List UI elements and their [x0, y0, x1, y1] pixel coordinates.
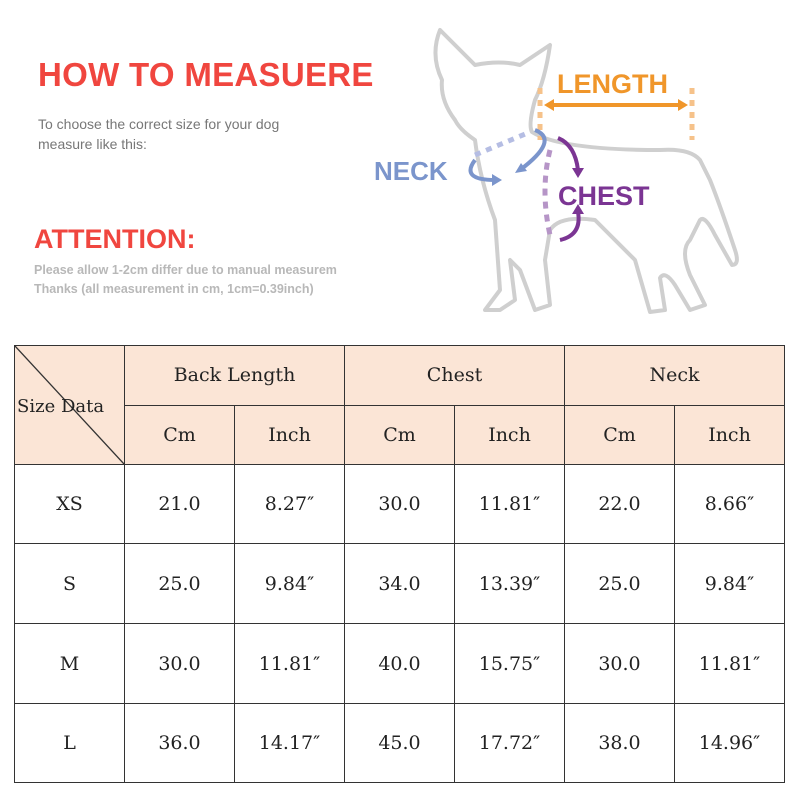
page-title: HOW TO MEASUERE — [38, 56, 374, 93]
unit-header: Inch — [234, 404, 345, 465]
size-cell: L — [14, 703, 125, 783]
value-cell: 30.0 — [344, 464, 455, 544]
group-header-back-length: Back Length — [124, 345, 345, 406]
neck-dotted-line — [474, 129, 531, 158]
value-cell: 30.0 — [124, 623, 235, 704]
neck-arrow — [468, 128, 547, 182]
value-cell: 38.0 — [564, 703, 675, 783]
chest-dotted-line — [542, 149, 553, 236]
unit-header: Cm — [124, 404, 235, 465]
group-header-neck: Neck — [564, 345, 785, 406]
value-cell: 34.0 — [344, 543, 455, 624]
chest-label: CHEST — [558, 181, 650, 211]
instructions-line-1: To choose the correct size for your dog — [38, 116, 280, 132]
table-row: XS 21.0 8.27″ 30.0 11.81″ 22.0 8.66″ — [14, 464, 785, 544]
value-cell: 25.0 — [564, 543, 675, 624]
value-cell: 11.81″ — [234, 623, 345, 704]
value-cell: 11.81″ — [454, 464, 565, 544]
neck-label: NECK — [374, 156, 448, 186]
size-cell: S — [14, 543, 125, 624]
table-row: L 36.0 14.17″ 45.0 17.72″ 38.0 14.96″ — [14, 703, 785, 783]
chest-arrow — [557, 136, 581, 242]
size-cell: XS — [14, 464, 125, 544]
corner-header: Size Data — [14, 345, 125, 465]
value-cell: 9.84″ — [674, 543, 785, 624]
value-cell: 40.0 — [344, 623, 455, 704]
value-cell: 14.17″ — [234, 703, 345, 783]
value-cell: 8.66″ — [674, 464, 785, 544]
table-row: S 25.0 9.84″ 34.0 13.39″ 25.0 9.84″ — [14, 543, 785, 624]
unit-header: Inch — [674, 404, 785, 465]
value-cell: 8.27″ — [234, 464, 345, 544]
value-cell: 13.39″ — [454, 543, 565, 624]
size-chart-table: Size Data Back Length Chest Neck Cm Inch… — [14, 345, 785, 783]
attention-title: ATTENTION: — [34, 224, 196, 254]
length-label: LENGTH — [557, 69, 668, 99]
unit-header: Inch — [454, 404, 565, 465]
size-cell: M — [14, 623, 125, 704]
note-line-1: Please allow 1-2cm differ due to manual … — [34, 263, 337, 277]
diagonal-divider — [15, 346, 124, 464]
value-cell: 45.0 — [344, 703, 455, 783]
value-cell: 14.96″ — [674, 703, 785, 783]
dog-outline — [433, 28, 739, 314]
dog-measurement-diagram: LENGTH NECK CHEST — [374, 28, 739, 314]
value-cell: 36.0 — [124, 703, 235, 783]
value-cell: 21.0 — [124, 464, 235, 544]
table-row: M 30.0 11.81″ 40.0 15.75″ 30.0 11.81″ — [14, 623, 785, 704]
unit-header: Cm — [564, 404, 675, 465]
value-cell: 22.0 — [564, 464, 675, 544]
value-cell: 9.84″ — [234, 543, 345, 624]
value-cell: 25.0 — [124, 543, 235, 624]
unit-header: Cm — [344, 404, 455, 465]
value-cell: 30.0 — [564, 623, 675, 704]
corner-label: Size Data — [17, 396, 105, 417]
value-cell: 11.81″ — [674, 623, 785, 704]
group-header-chest: Chest — [344, 345, 565, 406]
instructions: To choose the correct size for your dog … — [38, 114, 338, 154]
chest-arrow-heads — [572, 168, 584, 214]
neck-arrow-heads — [492, 163, 527, 186]
note-line-2: Thanks (all measurement in cm, 1cm=0.39i… — [34, 282, 314, 296]
instructions-line-2: measure like this: — [38, 136, 147, 152]
value-cell: 17.72″ — [454, 703, 565, 783]
value-cell: 15.75″ — [454, 623, 565, 704]
attention-note: Please allow 1-2cm differ due to manual … — [34, 261, 394, 299]
